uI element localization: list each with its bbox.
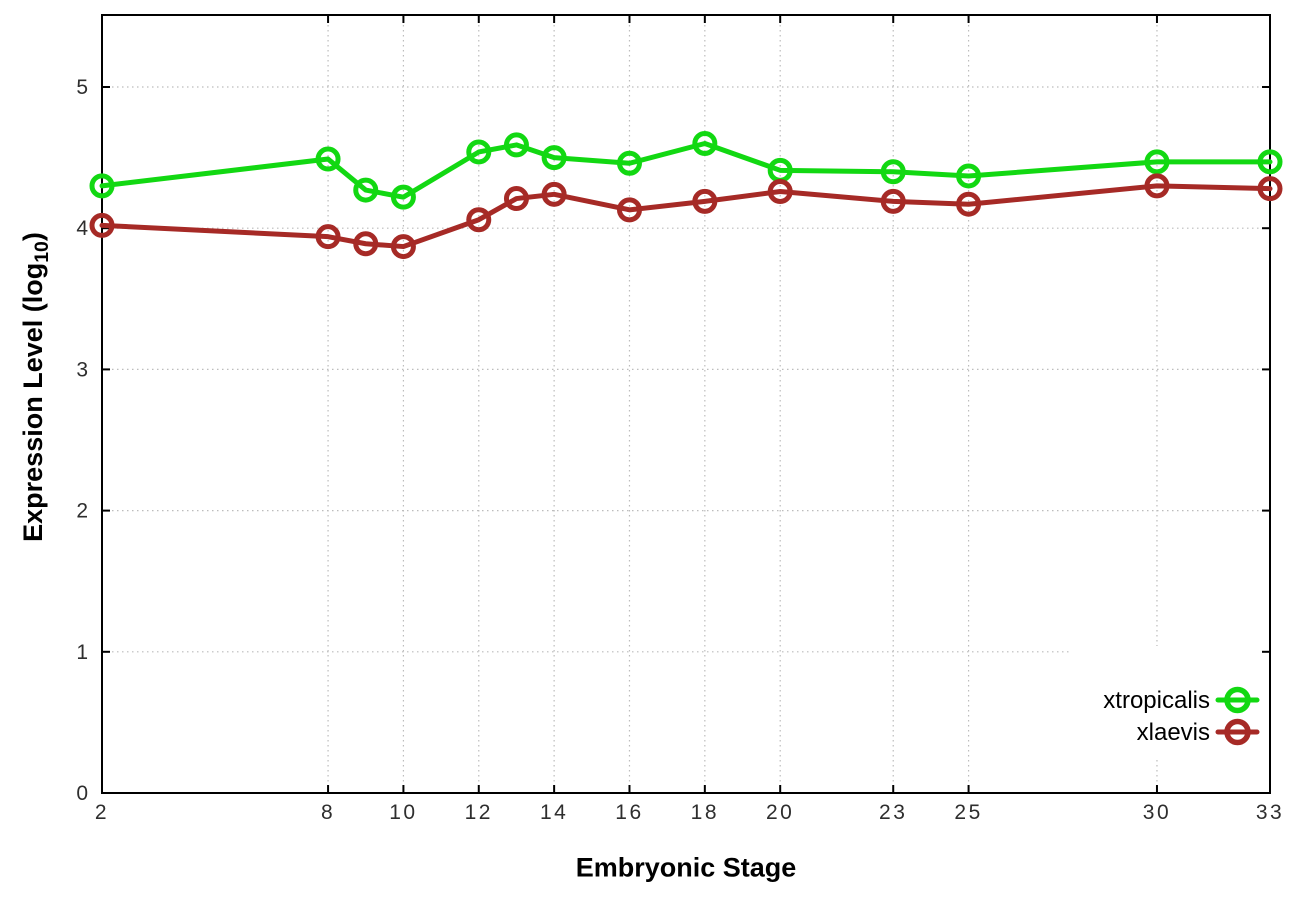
data-point-xtropicalis-12	[466, 139, 492, 165]
x-tick-label-10: 10	[389, 801, 417, 824]
x-tick-label-8: 8	[321, 801, 335, 824]
x-tick-label-23: 23	[879, 801, 907, 824]
data-point-xlaevis-25	[956, 191, 982, 217]
data-point-xtropicalis-14	[541, 145, 567, 171]
y-tick-label-1: 1	[76, 641, 88, 664]
series-line-xtropicalis	[99, 140, 1273, 200]
legend-label-xtropicalis: xtropicalis	[1103, 687, 1210, 714]
data-point-xlaevis-16	[616, 197, 642, 223]
legend-marker-xtropicalis	[1224, 686, 1251, 714]
y-tick-label-5: 5	[76, 76, 88, 99]
data-point-xlaevis-10	[390, 234, 416, 260]
plot-border	[101, 14, 1271, 794]
y-tick-label-0: 0	[76, 782, 88, 805]
series-line-xlaevis	[99, 183, 1273, 250]
x-tick-label-12: 12	[465, 801, 493, 824]
data-point-xlaevis-9	[353, 231, 379, 257]
y-axis-title-subscript: 10	[31, 241, 54, 263]
y-axis-title-suffix: )	[17, 232, 48, 242]
data-point-xtropicalis-23	[880, 159, 906, 185]
x-tick-label-30: 30	[1143, 801, 1171, 824]
x-tick-label-20: 20	[766, 801, 794, 824]
data-point-xlaevis-13	[503, 186, 529, 212]
x-axis-title: Embryonic Stage	[575, 852, 797, 883]
data-point-xtropicalis-30	[1144, 149, 1170, 175]
y-tick-label-3: 3	[76, 358, 88, 381]
legend-marker-xlaevis	[1224, 718, 1251, 746]
data-point-xtropicalis-9	[353, 177, 379, 203]
x-tick-label-2: 2	[95, 801, 109, 824]
x-tick-label-18: 18	[691, 801, 719, 824]
y-axis-title: Expression Level (log10)	[18, 232, 54, 542]
data-point-xlaevis-18	[692, 188, 718, 214]
x-tick-label-33: 33	[1256, 801, 1284, 824]
data-point-xtropicalis-2	[89, 173, 115, 199]
x-tick-label-14: 14	[540, 801, 568, 824]
data-point-xtropicalis-8	[315, 146, 341, 172]
x-tick-label-25: 25	[954, 801, 982, 824]
data-point-xtropicalis-25	[956, 163, 982, 189]
data-point-xlaevis-20	[767, 178, 793, 204]
y-tick-label-4: 4	[76, 217, 88, 240]
data-point-xtropicalis-18	[692, 130, 718, 156]
y-tick-label-2: 2	[76, 500, 88, 523]
data-point-xlaevis-14	[541, 181, 567, 207]
data-point-xlaevis-30	[1144, 173, 1170, 199]
data-point-xtropicalis-33	[1257, 149, 1283, 175]
data-point-xlaevis-33	[1257, 176, 1283, 202]
data-point-xtropicalis-13	[503, 132, 529, 158]
data-point-xtropicalis-16	[616, 150, 642, 176]
data-point-xlaevis-12	[466, 207, 492, 233]
data-point-xlaevis-2	[89, 212, 115, 238]
x-tick-label-16: 16	[615, 801, 643, 824]
data-point-xlaevis-23	[880, 188, 906, 214]
data-point-xlaevis-8	[315, 224, 341, 250]
y-axis-title-text: Expression Level (log	[17, 262, 48, 542]
series-layer	[89, 130, 1283, 260]
legend-label-xlaevis: xlaevis	[1137, 719, 1210, 746]
data-point-xtropicalis-10	[390, 184, 416, 210]
legend: xtropicalis xlaevis	[1103, 686, 1260, 746]
